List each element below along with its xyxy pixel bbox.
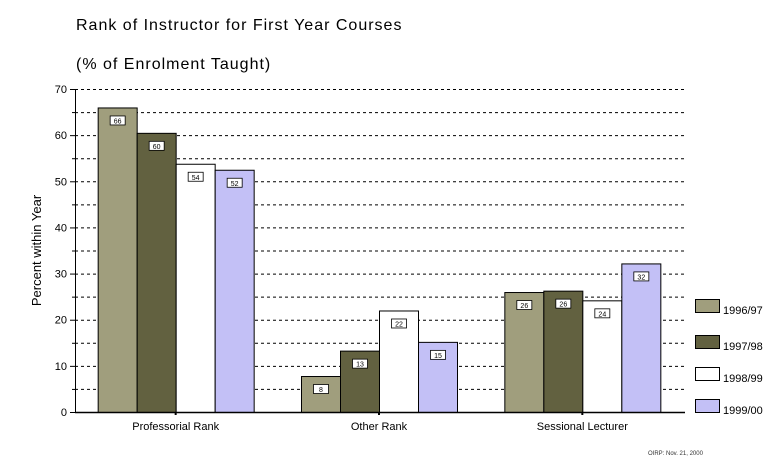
bar: [543, 290, 584, 413]
credit-note: OIRP: Nov. 21, 2000: [648, 451, 703, 457]
data-label-box: [226, 177, 243, 188]
y-tick-label: 0: [61, 407, 67, 419]
bar: [97, 107, 138, 413]
x-tick-label: Professorial Rank: [132, 421, 219, 433]
y-tick-label: 60: [55, 130, 67, 142]
data-label: 22: [395, 321, 403, 328]
data-label-box: [430, 349, 446, 360]
bar: [214, 169, 255, 413]
data-label: 32: [637, 274, 645, 281]
data-label-box: [352, 358, 368, 369]
bar: [582, 300, 623, 413]
y-tick-label: 50: [55, 176, 67, 188]
y-axis-title: Percent within Year: [29, 194, 44, 306]
legend-label: 1998/99: [723, 373, 763, 385]
legend-swatch: [695, 335, 720, 349]
x-tick-label: Sessional Lecturer: [537, 421, 628, 433]
chart-title: Rank of Instructor for First Year Course…: [76, 17, 403, 34]
y-tick-label: 30: [55, 269, 67, 281]
legend-item: 1998/99: [695, 365, 779, 385]
legend-label: 1999/00: [723, 405, 763, 417]
y-tick-label: 10: [55, 361, 67, 373]
data-label-box: [109, 115, 126, 126]
bar: [621, 263, 662, 414]
data-label: 52: [231, 181, 239, 188]
chart-subtitle: (% of Enrolment Taught): [76, 56, 272, 73]
data-label: 66: [114, 118, 122, 125]
legend-label: 1996/97: [723, 305, 763, 317]
bar: [504, 292, 545, 413]
data-label: 26: [559, 302, 567, 309]
data-label-box: [555, 298, 572, 309]
y-tick-label: 70: [55, 84, 67, 96]
x-tick-label: Other Rank: [351, 421, 408, 433]
y-tick-label: 40: [55, 222, 67, 234]
data-label-box: [391, 318, 407, 329]
bar: [175, 163, 216, 413]
legend-item: 1996/97: [695, 297, 779, 317]
legend-swatch: [695, 399, 720, 413]
legend-label: 1997/98: [723, 341, 763, 353]
data-label-box: [313, 384, 329, 394]
data-label-box: [187, 171, 204, 182]
data-label: 24: [598, 311, 606, 318]
bar: [301, 376, 341, 414]
data-label: 54: [192, 175, 200, 182]
data-label-box: [516, 300, 533, 310]
legend-swatch: [695, 299, 720, 313]
bar: [136, 132, 177, 413]
legend-item: 1999/00: [695, 397, 779, 417]
data-label: 26: [520, 303, 528, 310]
data-label: 15: [434, 353, 442, 360]
legend-item: 1997/98: [695, 333, 779, 353]
data-label: 8: [319, 387, 323, 394]
data-label-box: [594, 308, 611, 319]
data-label-box: [633, 271, 650, 282]
y-tick-label: 20: [55, 315, 67, 327]
data-label-box: [148, 140, 165, 151]
legend-swatch: [695, 367, 720, 381]
data-label: 60: [153, 144, 161, 151]
data-label: 13: [356, 362, 364, 369]
